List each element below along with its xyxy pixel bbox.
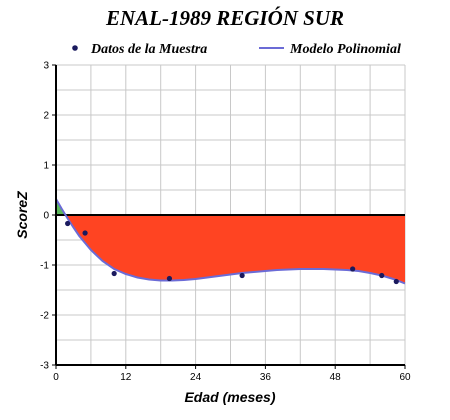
x-tick-label: 0 [53, 372, 59, 383]
data-point [166, 275, 173, 282]
x-tick-label: 24 [190, 372, 202, 383]
legend-label-datos: Datos de la Muestra [90, 42, 207, 57]
area-fill [56, 199, 405, 284]
legend: Datos de la Muestra Modelo Polinomial [72, 42, 401, 57]
scatter-points [65, 220, 399, 285]
y-tick-label: 2 [43, 111, 49, 122]
x-tick-label: 36 [260, 372, 272, 383]
data-point [239, 272, 245, 279]
x-axis-ticks: 0 12 24 36 48 60 [53, 365, 411, 383]
x-tick-label: 60 [399, 372, 411, 383]
data-point [65, 220, 71, 227]
y-tick-label: 1 [43, 161, 49, 172]
y-tick-label: -2 [40, 311, 49, 322]
series-line-modelo-polinomial [55, 198, 406, 285]
legend-marker-datos [72, 45, 78, 51]
x-tick-label: 48 [330, 372, 342, 383]
legend-label-modelo: Modelo Polinomial [289, 42, 401, 57]
y-tick-label: 0 [43, 211, 49, 222]
chart-title: ENAL-1989 REGIÓN SUR [105, 6, 344, 30]
y-tick-label: -1 [40, 261, 49, 272]
y-axis-ticks: -3 -2 -1 0 1 2 3 [40, 61, 56, 372]
data-point [111, 270, 117, 277]
x-axis-label: Edad (meses) [184, 389, 275, 405]
y-tick-label: 3 [43, 61, 49, 72]
y-tick-label: -3 [40, 361, 49, 372]
data-point [350, 266, 356, 272]
x-tick-label: 12 [120, 372, 132, 383]
fill-below-zero [65, 215, 405, 284]
data-point [82, 230, 88, 236]
data-point [393, 278, 399, 285]
y-axis-label: ScoreZ [14, 191, 30, 239]
data-point [379, 272, 385, 279]
series-lines [55, 198, 406, 285]
fill-above-zero [56, 199, 66, 215]
